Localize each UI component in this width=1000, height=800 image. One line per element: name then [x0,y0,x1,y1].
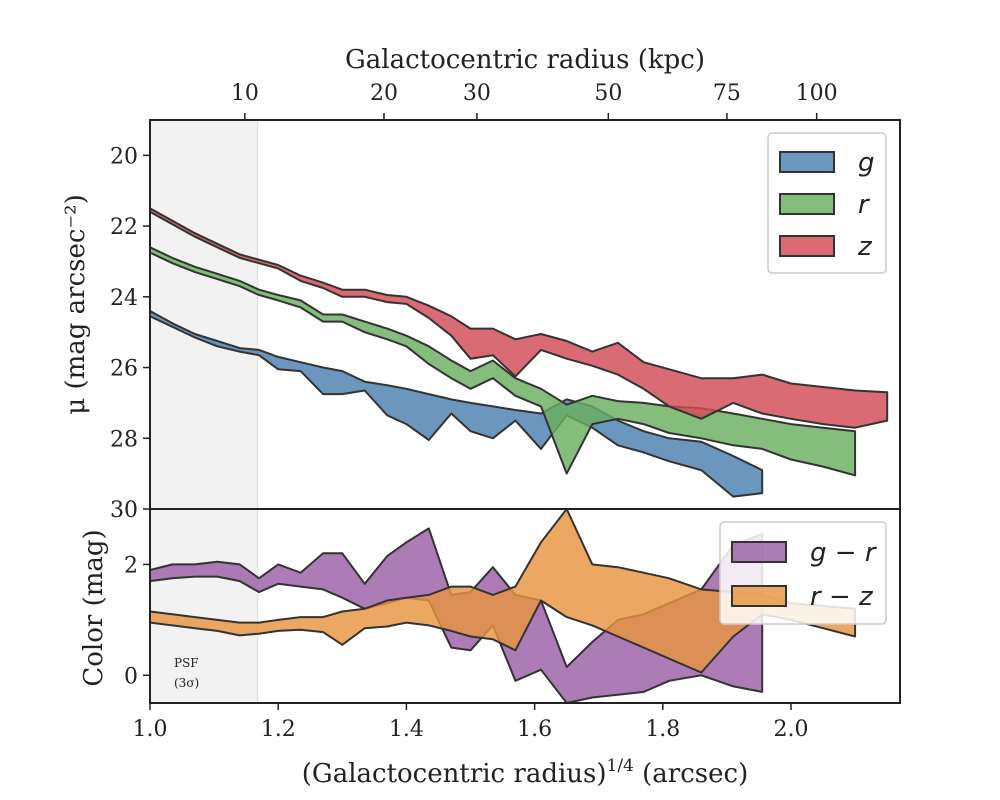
top-ytick-label: 24 [110,286,138,311]
bottom-xtick-label: 1.8 [645,717,680,742]
psf-shade-top [149,119,259,510]
series-g-group [150,310,764,498]
series-color-1-group [150,509,857,674]
top-ytick-label: 20 [110,144,138,169]
series-r-band [150,246,857,477]
top-xtick-label: 75 [713,81,741,106]
top-legend-label: g [858,148,875,178]
top-xtick-label: 50 [594,81,622,106]
top-ytick-label: 28 [110,427,138,452]
top-legend-label: z [857,232,873,262]
top-y-axis-title: μ (mag arcsec⁻²) [61,194,91,414]
bottom-legend-swatch [731,585,787,607]
series-r-group [150,246,857,477]
bottom-legend-label: r − z [810,582,874,612]
top-ytick-label: 30 [110,498,138,523]
bottom-legend-label: g − r [810,538,878,568]
series-g-band [150,310,764,498]
bottom-xtick-label: 2.0 [774,717,809,742]
psf-annotation-sigma: (3σ) [174,676,199,690]
top-legend-swatch [779,151,835,173]
top-axis-title: Galactocentric radius (kpc) [345,45,705,75]
top-xtick-label: 10 [231,81,259,106]
x-axis-title: (Galactocentric radius)1/4 (arcsec) [302,756,748,789]
bottom-xtick-label: 1.6 [517,717,552,742]
top-xtick-label: 100 [796,81,838,106]
psf-annotation: PSF [174,656,199,670]
bottom-y-axis-title: Color (mag) [79,529,109,686]
bottom-legend-swatch [731,541,787,563]
bottom-ytick-label: 2 [124,553,138,578]
top-legend-label: r [858,190,871,220]
top-xtick-label: 30 [463,81,491,106]
top-ytick-label: 22 [110,215,138,240]
psf-shade-bottom [149,508,259,704]
top-xtick-label: 20 [370,81,398,106]
top-legend-swatch [779,193,835,215]
top-legend-swatch [779,235,835,257]
bottom-xtick-label: 1.4 [389,717,424,742]
bottom-xtick-label: 1.2 [261,717,296,742]
series-color-1-band [150,509,857,674]
top-ytick-label: 26 [110,357,138,382]
bottom-xtick-label: 1.0 [133,717,168,742]
bottom-panel-frame [149,508,901,704]
series-z-band [150,207,889,429]
bottom-ytick-label: 0 [124,664,138,689]
series-z-group [150,207,889,429]
